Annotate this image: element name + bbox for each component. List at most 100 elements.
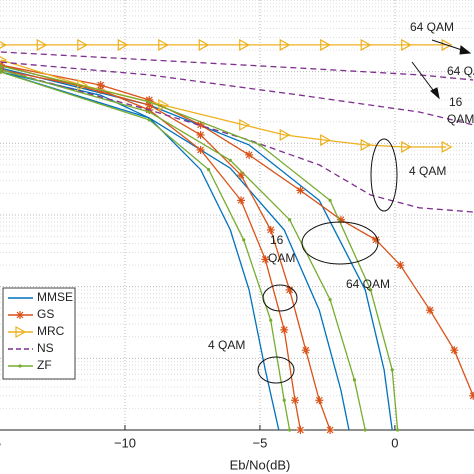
annotation: 4 QAM bbox=[409, 164, 446, 178]
marker-star bbox=[396, 261, 405, 270]
arrow-head bbox=[459, 45, 472, 55]
legend-box bbox=[2, 287, 76, 380]
marker-triangle bbox=[198, 38, 210, 51]
x-axis-label: Eb/No(dB) bbox=[230, 457, 291, 472]
marker-part bbox=[280, 326, 288, 334]
marker-dot bbox=[352, 378, 357, 382]
marker-triangle bbox=[158, 38, 170, 51]
marker-star bbox=[196, 130, 205, 139]
marker-dot bbox=[18, 364, 22, 368]
series-line bbox=[0, 51, 474, 81]
marker-dot bbox=[328, 198, 332, 202]
x-tick-label: −5 bbox=[253, 435, 268, 450]
marker-dot bbox=[396, 428, 400, 432]
marker-part bbox=[16, 311, 24, 319]
marker-dot bbox=[207, 168, 211, 172]
marker-triangle bbox=[441, 140, 453, 153]
marker-star bbox=[291, 396, 300, 405]
x-tick-label: −10 bbox=[114, 435, 136, 450]
marker-star bbox=[266, 225, 275, 234]
marker-dot bbox=[328, 297, 332, 302]
legend-label: MMSE bbox=[37, 290, 73, 304]
legend-label: NS bbox=[37, 341, 54, 355]
marker-part bbox=[197, 131, 204, 139]
series-line bbox=[0, 61, 474, 126]
marker-dot bbox=[288, 428, 292, 432]
marker-dot bbox=[147, 110, 151, 114]
marker-star bbox=[326, 426, 335, 434]
marker-dot bbox=[258, 143, 262, 147]
marker-part bbox=[372, 236, 380, 244]
marker-part bbox=[450, 346, 458, 354]
marker-part bbox=[326, 426, 334, 434]
marker-part bbox=[469, 394, 474, 400]
x-tick-label: −15 bbox=[0, 435, 1, 450]
annotation-shapes bbox=[257, 39, 472, 384]
marker-part bbox=[396, 261, 404, 269]
marker-triangle bbox=[239, 38, 250, 51]
marker-triangle bbox=[117, 38, 129, 51]
marker-part bbox=[315, 396, 323, 404]
marker-star bbox=[426, 306, 435, 315]
marker-triangle bbox=[320, 134, 331, 147]
marker-star bbox=[315, 396, 324, 405]
marker-star bbox=[296, 426, 305, 434]
marker-star bbox=[96, 81, 105, 90]
marker-dot bbox=[369, 288, 373, 292]
annotation: QAM bbox=[268, 251, 295, 265]
marker-part bbox=[245, 151, 253, 159]
annotation: 64 QAM bbox=[346, 277, 390, 291]
marker-triangle bbox=[15, 325, 27, 339]
ellipse bbox=[257, 356, 295, 384]
marker-dot bbox=[390, 368, 394, 372]
marker-star bbox=[245, 150, 254, 159]
series-line bbox=[0, 64, 474, 397]
annotation: 64 QAM bbox=[447, 64, 474, 78]
x-tick-label: 0 bbox=[391, 435, 398, 450]
marker-part bbox=[97, 81, 105, 89]
ellipse bbox=[370, 138, 398, 212]
marker-star bbox=[237, 196, 246, 205]
marker-dot bbox=[0, 64, 3, 68]
marker-triangle bbox=[279, 128, 291, 141]
marker-triangle bbox=[0, 41, 8, 49]
marker-part bbox=[302, 346, 310, 354]
marker-part bbox=[426, 306, 434, 314]
marker-part bbox=[267, 226, 275, 234]
marker-part bbox=[197, 146, 204, 154]
marker-triangle bbox=[441, 38, 453, 51]
marker-star bbox=[296, 186, 305, 195]
legend-label: ZF bbox=[37, 358, 52, 372]
marker-part bbox=[297, 426, 304, 434]
marker-dot bbox=[228, 158, 232, 162]
marker-star bbox=[301, 346, 310, 355]
marker-dot bbox=[363, 428, 367, 432]
marker-triangle bbox=[360, 38, 372, 51]
marker-dot bbox=[0, 68, 3, 72]
annotation: 16 bbox=[270, 233, 284, 247]
marker-triangle bbox=[401, 140, 412, 153]
marker-dot bbox=[147, 100, 151, 104]
annotation: QAM bbox=[447, 112, 474, 126]
marker-triangle bbox=[77, 38, 89, 51]
annotation: 4 QAM bbox=[208, 338, 245, 352]
marker-star bbox=[450, 346, 459, 355]
marker-star bbox=[469, 391, 474, 400]
marker-triangle bbox=[401, 38, 412, 51]
marker-triangle bbox=[239, 118, 250, 131]
annotation: 64 QAM bbox=[410, 20, 454, 34]
marker-star bbox=[196, 145, 205, 154]
series-line bbox=[0, 69, 474, 213]
marker-part bbox=[237, 196, 245, 204]
marker-part bbox=[297, 187, 304, 194]
arrow-head bbox=[430, 87, 440, 100]
ellipse bbox=[301, 221, 379, 265]
marker-star bbox=[16, 311, 24, 319]
marker-part bbox=[261, 255, 269, 263]
ellipse bbox=[262, 284, 298, 312]
marker-star bbox=[280, 325, 289, 334]
marker-dot bbox=[282, 398, 286, 402]
marker-dot bbox=[242, 238, 246, 242]
marker-star bbox=[237, 171, 246, 180]
